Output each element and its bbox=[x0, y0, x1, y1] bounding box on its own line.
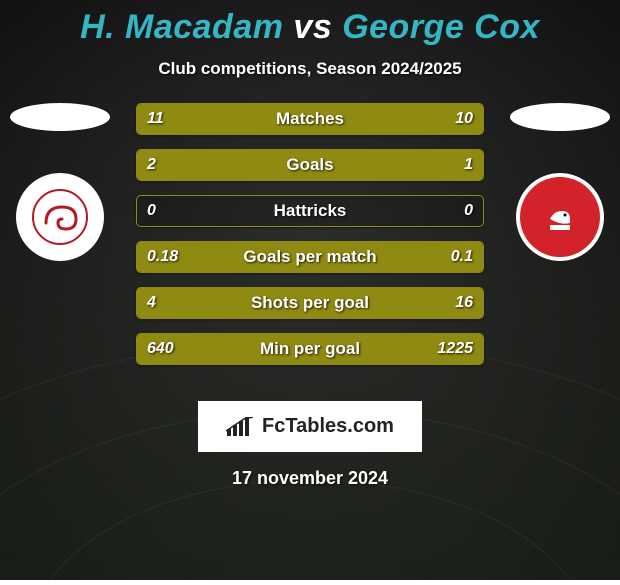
title-player1: H. Macadam bbox=[80, 8, 283, 46]
stat-bar-right bbox=[256, 334, 483, 364]
club-badge-left bbox=[16, 173, 104, 261]
player-left-column bbox=[0, 103, 120, 261]
stat-row: 6401225Min per goal bbox=[136, 333, 484, 365]
stat-label: Hattricks bbox=[137, 196, 483, 226]
stat-bar-left bbox=[137, 242, 359, 272]
brand-text: FcTables.com bbox=[262, 415, 394, 438]
stat-bar-left bbox=[137, 334, 256, 364]
subtitle: Club competitions, Season 2024/2025 bbox=[158, 59, 461, 79]
shrimp-icon bbox=[32, 189, 88, 245]
stat-row: 416Shots per goal bbox=[136, 287, 484, 319]
stat-row: 21Goals bbox=[136, 149, 484, 181]
stats-table: 1110Matches 21Goals 0 0Hattricks 0.180.1Goal… bbox=[136, 103, 484, 365]
date-text: 17 november 2024 bbox=[232, 468, 388, 489]
robin-icon bbox=[532, 189, 588, 245]
club-badge-left-inner bbox=[24, 181, 96, 253]
club-badge-right-inner bbox=[524, 181, 596, 253]
stat-bar-left bbox=[137, 150, 368, 180]
stat-value-right: 0 bbox=[454, 196, 483, 226]
stat-bar-right bbox=[206, 288, 483, 318]
title-player2: George Cox bbox=[342, 8, 540, 46]
player-right-silhouette bbox=[510, 103, 610, 131]
title-vs: vs bbox=[293, 8, 332, 46]
stat-row: 0 0Hattricks bbox=[136, 195, 484, 227]
page-title: H. Macadam vs George Cox bbox=[80, 8, 540, 47]
player-left-silhouette bbox=[10, 103, 110, 131]
compare-area: 1110Matches 21Goals 0 0Hattricks 0.180.1Goal… bbox=[0, 103, 620, 393]
stat-bar-right bbox=[318, 104, 483, 134]
stat-bar-right bbox=[368, 150, 483, 180]
stat-bar-left bbox=[137, 288, 206, 318]
bar-chart-icon bbox=[226, 417, 254, 437]
content: H. Macadam vs George Cox Club competitio… bbox=[0, 0, 620, 580]
player-right-column bbox=[500, 103, 620, 261]
stat-bar-left bbox=[137, 104, 318, 134]
club-badge-right bbox=[516, 173, 604, 261]
stat-row: 0.180.1Goals per match bbox=[136, 241, 484, 273]
stat-row: 1110Matches bbox=[136, 103, 484, 135]
brand-box: FcTables.com bbox=[198, 401, 422, 452]
stat-value-left: 0 bbox=[137, 196, 166, 226]
stat-bar-right bbox=[359, 242, 483, 272]
